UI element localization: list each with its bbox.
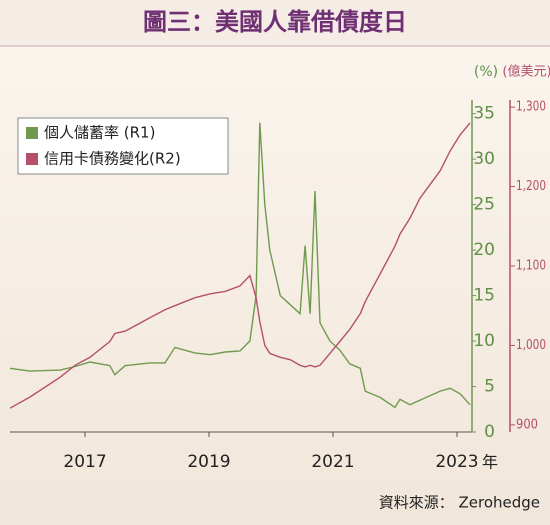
y2-tick-label: 1,300 <box>516 100 546 115</box>
y2-tick-label: 1,100 <box>516 259 546 274</box>
y-axis-label: (%) <box>474 64 498 80</box>
y-tick-label: 15 <box>473 286 495 306</box>
x-axis-unit: 年 <box>482 453 498 472</box>
series-line <box>9 122 471 409</box>
y-tick-label: 5 <box>484 377 495 397</box>
legend-swatch <box>26 127 38 139</box>
x-tick-label: 2019 <box>187 452 230 472</box>
y2-tick-label: 1,200 <box>516 179 546 194</box>
title-band <box>0 0 550 46</box>
source: 資料來源： Zerohedge <box>379 494 540 512</box>
y2-tick-label: 900 <box>516 417 538 432</box>
y-tick-label: 30 <box>473 149 495 169</box>
x-tick-label: 2023 <box>435 452 478 472</box>
legend-label: 信用卡債務變化(R2) <box>44 150 181 168</box>
legend-label: 個人儲蓄率 (R1) <box>44 124 155 142</box>
legend: 個人儲蓄率 (R1) 信用卡債務變化(R2) <box>17 117 229 175</box>
y-tick-label: 0 <box>484 422 495 442</box>
y-tick-label: 35 <box>473 104 495 124</box>
y2-tick-label: 1,000 <box>516 338 546 353</box>
y-tick-label: 25 <box>473 195 495 215</box>
legend-swatch <box>26 153 38 165</box>
legend-box <box>17 117 229 175</box>
y-tick-label: 10 <box>473 331 495 351</box>
x-tick-label: 2017 <box>63 452 106 472</box>
y-tick-label: 20 <box>473 240 495 260</box>
chart-title: 圖三：美國人靠借債度日 <box>143 8 407 36</box>
x-tick-label: 2021 <box>311 452 354 472</box>
series-line <box>9 122 471 409</box>
y2-axis-label: (億美元) <box>502 64 550 80</box>
